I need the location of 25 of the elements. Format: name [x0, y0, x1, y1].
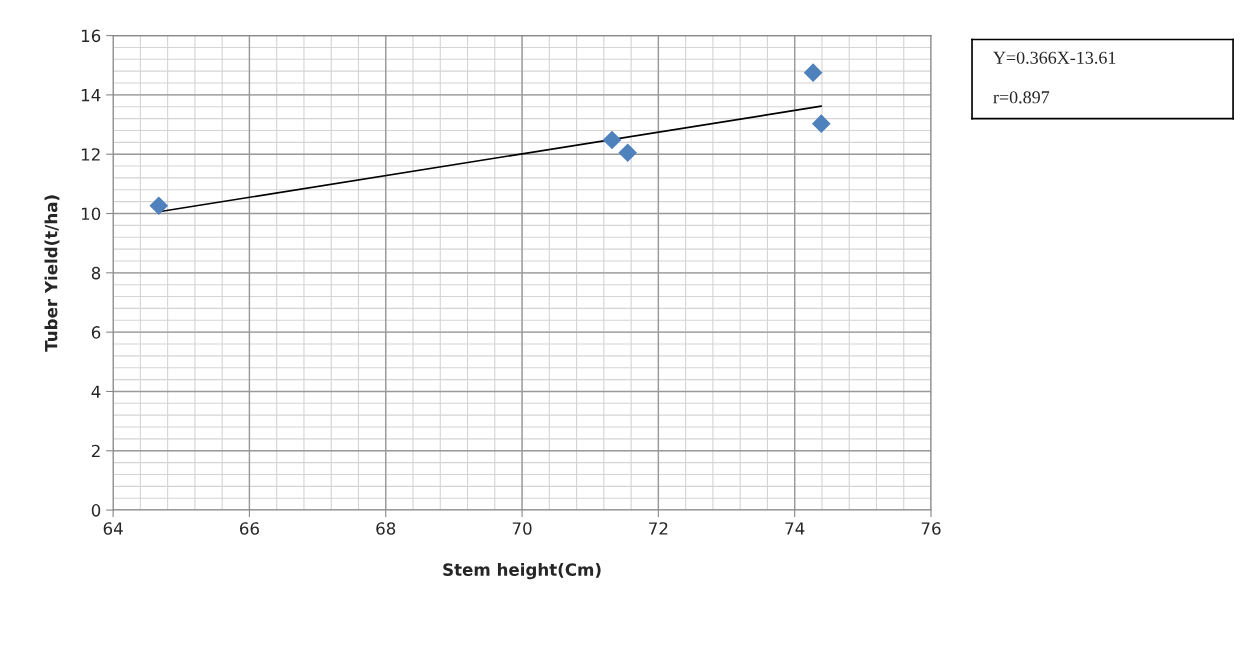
point — [149, 196, 169, 216]
x-tick-label: 74 — [785, 522, 805, 535]
text: Y=0.366X-13.61 — [993, 51, 1116, 64]
x-tick-label: 66 — [239, 522, 259, 535]
y-tick-label: 10 — [81, 207, 101, 221]
x-tick-label: 70 — [512, 522, 532, 535]
y-axis-title: Tuber Yield(t/ha) — [44, 195, 60, 352]
x-tick-label: 76 — [921, 522, 941, 535]
y-tick-label: 0 — [91, 504, 101, 517]
x-tick-label: 64 — [103, 522, 123, 535]
point — [618, 143, 638, 163]
y-tick-label: 14 — [81, 89, 101, 102]
y-tick-label: 2 — [91, 444, 100, 458]
x-axis-title: Stem height(Cm) — [443, 563, 601, 580]
x-tick-label: 72 — [649, 522, 668, 535]
text: r=0.897 — [993, 91, 1050, 104]
point — [602, 130, 622, 150]
y-tick-label: 6 — [91, 326, 101, 339]
y-tick-label: 16 — [81, 29, 101, 43]
y-tick-label: 4 — [91, 385, 101, 398]
y-tick-label: 12 — [81, 148, 100, 161]
x-tick-label: 68 — [376, 522, 396, 535]
point — [803, 63, 823, 82]
y-tick-label: 8 — [91, 266, 101, 280]
point — [811, 114, 831, 133]
